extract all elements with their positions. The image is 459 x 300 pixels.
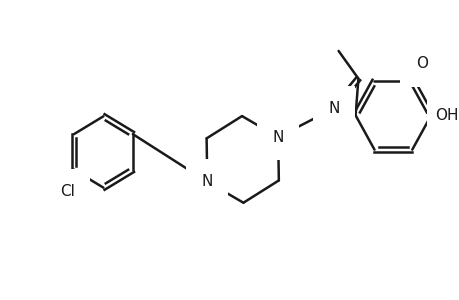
Text: OH: OH	[434, 108, 458, 123]
Text: N: N	[272, 130, 283, 145]
Text: O: O	[415, 56, 427, 71]
Text: Cl: Cl	[60, 184, 75, 199]
Text: N: N	[327, 101, 339, 116]
Text: N: N	[201, 174, 213, 189]
